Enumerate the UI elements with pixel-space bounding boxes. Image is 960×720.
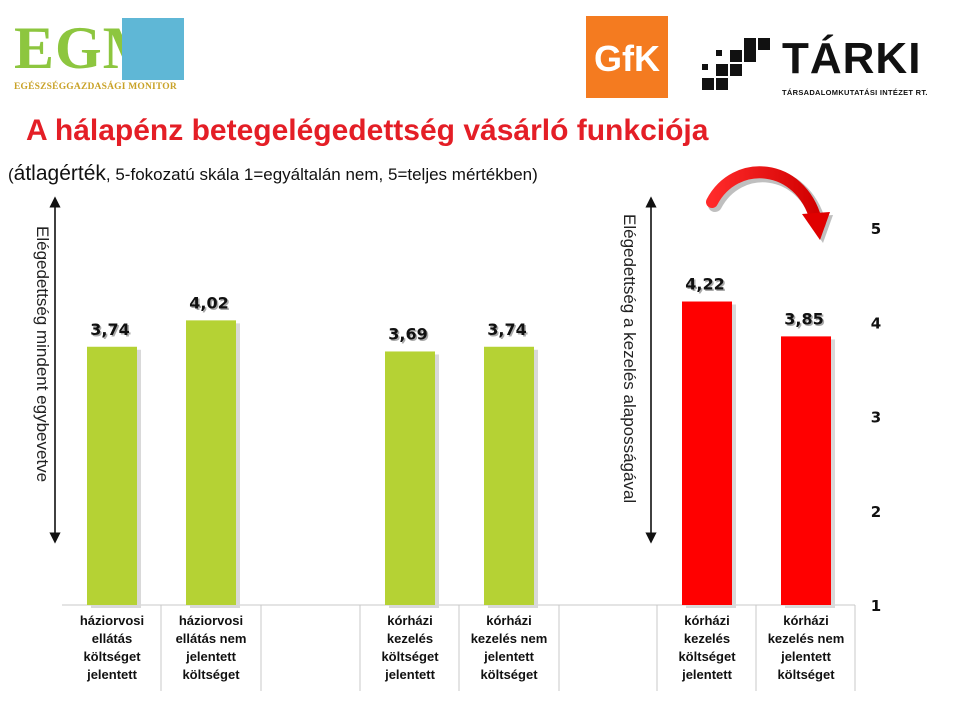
data-label-shadow: 3,69 [390,326,429,345]
bar-3 [385,351,435,605]
data-label-shadow: 3,74 [92,321,131,340]
category-label-line: kórházi [783,613,829,628]
data-label-6: 3,85 [784,309,823,328]
tarki-logo-text: TÁRKI [782,34,922,83]
y-tick-label: 5 [871,220,881,238]
category-label-line: költséget [83,649,141,664]
bar-5 [682,301,732,605]
category-label-line: költséget [777,667,835,682]
subtitle-bold: átlagérték [13,162,106,185]
gfk-logo: GfK [586,16,668,98]
data-label-4: 3,74 [487,320,526,339]
data-label-shadow: 4,02 [191,295,230,314]
category-label-line: jelentett [87,667,137,682]
category-label-4: kórházi kezelés nem jelentett költséget [454,612,564,684]
data-label-3: 3,69 [388,324,427,343]
category-label-line: jelentett [484,649,534,664]
egm-logo-subtitle: EGÉSZSÉGGAZDASÁGI MONITOR [14,82,177,92]
category-label-line: kórházi [387,613,433,628]
category-label-line: kórházi [684,613,730,628]
category-label-6: kórházi kezelés nem jelentett költséget [751,612,861,684]
category-label-5: kórházi kezelés költséget jelentett [652,612,762,684]
data-label-2: 4,02 [189,293,228,312]
category-label-line: költséget [480,667,538,682]
y-tick-label: 2 [871,503,881,521]
chart-marks: 3,743,744,024,023,693,69 3,743,744,224,22… [62,220,881,691]
category-label-line: ellátás nem [175,631,247,646]
gfk-logo-text: GfK [594,38,660,79]
egm-logo-box [122,18,184,80]
bar-2 [186,320,236,605]
category-label-line: kezelés nem [470,631,548,646]
subtitle-rest: , 5-fokozatú skála 1=egyáltalán nem, 5=t… [105,165,538,184]
category-label-line: kórházi [486,613,532,628]
bar-6 [781,336,831,605]
tarki-logo: TÁRKI TÁRSADALOMKUTATÁSI INTÉZET RT. [700,34,928,98]
data-label-shadow: 3,74 [489,321,528,340]
category-label-line: költséget [678,649,736,664]
category-label-line: költséget [182,667,240,682]
category-label-line: háziorvosi [178,613,244,628]
category-label-line: kezelés [683,631,731,646]
category-label-line: kezelés nem [767,631,845,646]
category-label-3: kórházi kezelés költséget jelentett [355,612,465,684]
curved-red-arrow [706,166,833,243]
data-label-shadow: 4,22 [687,276,726,295]
category-label-1: háziorvosi ellátás költséget jelentett [57,612,167,684]
category-label-line: háziorvosi [79,613,145,628]
category-label-line: jelentett [682,667,732,682]
category-label-line: kezelés [386,631,434,646]
data-label-5: 4,22 [685,275,724,294]
category-label-line: jelentett [781,649,831,664]
y-tick-label: 3 [871,409,881,427]
y-tick-label: 4 [871,314,881,332]
tarki-logo-subtitle: TÁRSADALOMKUTATÁSI INTÉZET RT. [782,88,928,97]
tarki-logo-mark [702,38,770,90]
category-label-line: ellátás [91,631,133,646]
bar-4 [484,346,534,605]
data-label-1: 3,74 [90,320,129,339]
y-tick-label: 1 [871,597,881,615]
bar-1 [87,346,137,605]
egm-logo: EGM EGÉSZSÉGGAZDASÁGI MONITOR [14,14,184,94]
category-label-line: költséget [381,649,439,664]
category-label-2: háziorvosi ellátás nem jelentett költséget [156,612,266,684]
chart-subtitle: (átlagérték, 5-fokozatú skála 1=egyáltal… [8,162,538,186]
chart-title: A hálapénz betegelégedettség vásárló fun… [26,114,709,147]
category-label-line: jelentett [385,667,435,682]
data-label-shadow: 3,85 [786,311,825,330]
subtitle-open: ( [8,165,14,184]
category-label-line: jelentett [186,649,236,664]
